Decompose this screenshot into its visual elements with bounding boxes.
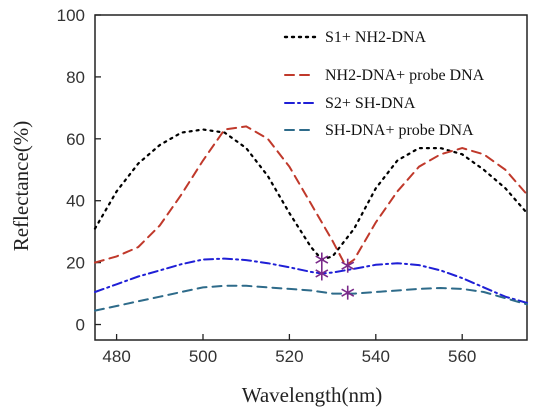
star-marker: [341, 285, 355, 300]
y-tick-label: 20: [66, 254, 85, 273]
x-axis-title: Wavelength(nm): [242, 383, 383, 407]
star-marker-stroke: [341, 288, 355, 297]
star-marker: [315, 252, 329, 267]
plot-frame: [94, 14, 528, 341]
y-axis-title-group: Reflectance(%): [9, 121, 33, 252]
x-tick-label: 480: [102, 347, 130, 366]
star-marker-stroke: [315, 255, 329, 264]
star-marker: [341, 258, 355, 273]
y-tick-label: 100: [57, 6, 85, 25]
legend: S1+ NH2-DNA NH2-DNA+ probe DNA S2+ SH-DNA S…: [283, 29, 485, 139]
x-tick-label: 560: [448, 347, 476, 366]
y-tick-label: 80: [66, 68, 85, 87]
series-line-4: [94, 284, 528, 312]
star-marker-stroke: [315, 269, 329, 278]
x-tick-label: 540: [362, 347, 390, 366]
series-line-3: [94, 257, 528, 304]
y-tick-label: 40: [66, 192, 85, 211]
y-axis-title: Reflectance(%): [9, 121, 33, 252]
legend-label-3: S2+ SH-DNA: [325, 95, 416, 112]
y-tick-label: 0: [76, 316, 85, 335]
legend-label-1: S1+ NH2-DNA: [325, 29, 426, 46]
star-marker: [315, 266, 329, 281]
legend-label-2: NH2-DNA+ probe DNA: [325, 67, 485, 84]
plot-area: 480 500 520 540 560 0 20 40 60 80 100: [57, 6, 529, 366]
x-tick-label: 500: [189, 347, 217, 366]
x-tick-label: 520: [275, 347, 303, 366]
star-marker-stroke: [341, 261, 355, 270]
series-line-1: [93, 128, 529, 261]
legend-label-4: SH-DNA+ probe DNA: [325, 122, 474, 139]
series-line-2: [94, 125, 528, 268]
y-tick-label: 60: [66, 130, 85, 149]
